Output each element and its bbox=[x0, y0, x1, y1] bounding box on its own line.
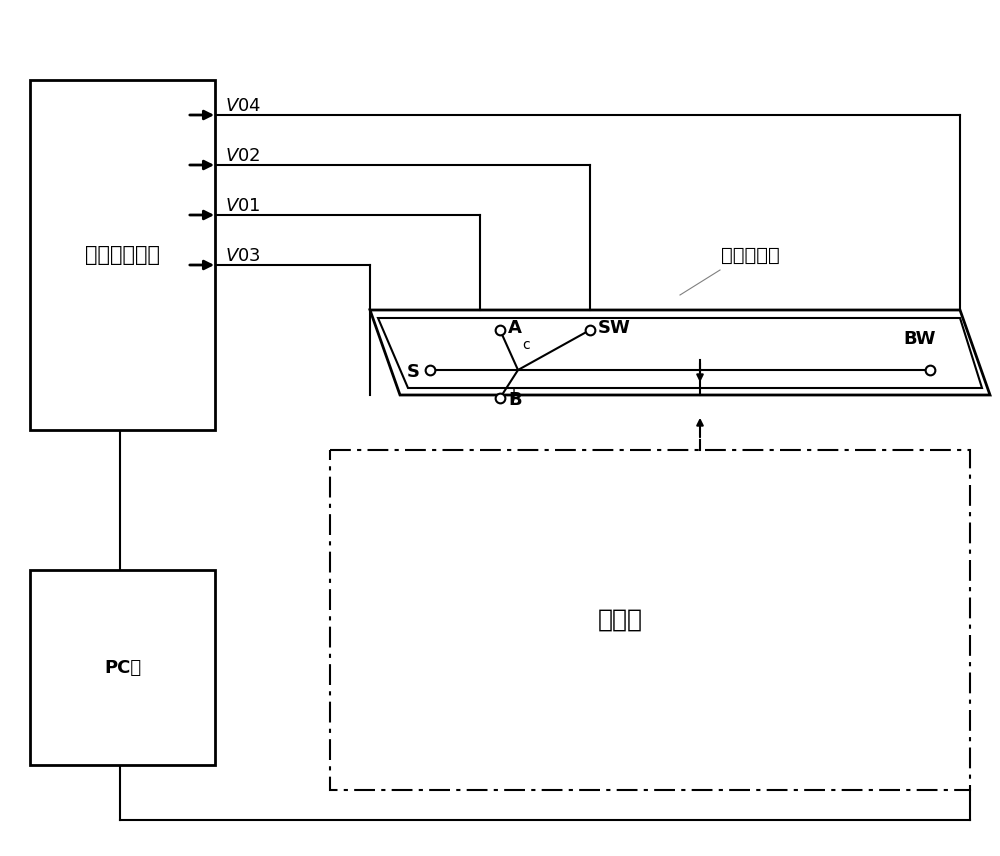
Text: A: A bbox=[508, 319, 522, 337]
Text: 本发明: 本发明 bbox=[598, 608, 642, 632]
Text: J: J bbox=[512, 388, 516, 402]
Text: c: c bbox=[522, 338, 530, 352]
Text: BW: BW bbox=[904, 330, 936, 348]
Text: PC机: PC机 bbox=[104, 658, 141, 676]
Text: 微流控芯片: 微流控芯片 bbox=[721, 246, 779, 265]
Text: SW: SW bbox=[598, 319, 631, 337]
Bar bbox=[30, 80, 215, 430]
Text: S: S bbox=[407, 363, 420, 381]
Text: $\mathit{V}$03: $\mathit{V}$03 bbox=[225, 247, 261, 265]
Bar bbox=[330, 450, 970, 790]
Text: B: B bbox=[508, 391, 522, 409]
Text: $\mathit{V}$02: $\mathit{V}$02 bbox=[225, 147, 261, 165]
Text: $\mathit{V}$04: $\mathit{V}$04 bbox=[225, 97, 261, 115]
Text: $\mathit{V}$01: $\mathit{V}$01 bbox=[225, 197, 261, 215]
Bar bbox=[30, 570, 215, 765]
Text: 多路高压电源: 多路高压电源 bbox=[85, 245, 160, 265]
